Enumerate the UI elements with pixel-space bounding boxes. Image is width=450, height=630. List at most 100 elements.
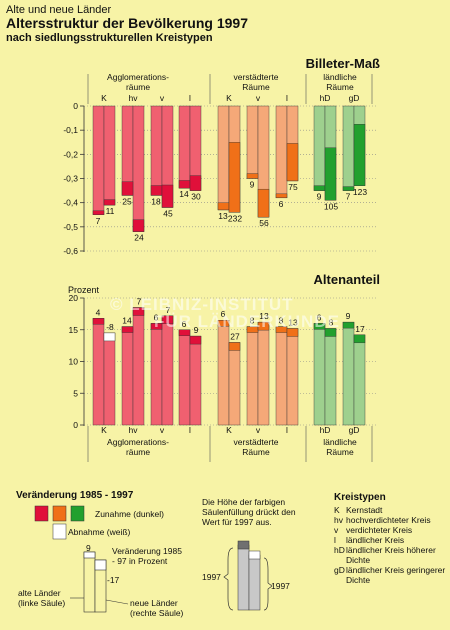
billeter-category-label: hD	[320, 93, 331, 103]
altenanteil-change-neu-label: 7	[166, 305, 171, 315]
billeter-category-label: K	[101, 93, 107, 103]
kreistyp-code: v	[334, 525, 339, 535]
billeter-bar-alt-change	[150, 185, 163, 196]
billeter-category-label: l	[189, 93, 191, 103]
billeter-tick-label: -0,5	[63, 222, 78, 232]
billeter-group-agglo-2: räume	[126, 82, 150, 92]
altenanteil-tick-label: 15	[69, 325, 79, 335]
billeter-bar-alt	[150, 105, 163, 196]
billeter-tick-label: -0,4	[63, 198, 78, 208]
legend-kreistypen-list: K Kernstadt hv hochverdichteter Kreis v verdi…	[334, 505, 446, 585]
altenanteil-bar-neu-change	[257, 321, 270, 331]
legend-example-alt-cap	[83, 551, 96, 559]
kreistyp-code: gD	[334, 565, 345, 575]
altenanteil-bar-neu	[257, 321, 270, 426]
billeter-bar-alt	[342, 105, 355, 191]
watermark-line-2: FÜR LÄNDERKUNDE	[154, 312, 340, 331]
legend-year-right: 1997	[271, 581, 290, 591]
billeter-bar-neu	[132, 105, 145, 232]
altenanteil-bar-neu	[286, 328, 299, 426]
altenanteil-bar-alt-change	[121, 326, 134, 333]
billeter-category-label: l	[286, 93, 288, 103]
legend-zunahme-swatch	[52, 505, 67, 522]
billeter-change-alt-label: 13	[218, 211, 228, 221]
billeter-title: Billeter-Maß	[306, 56, 380, 71]
billeter-bar-neu-change	[324, 147, 337, 201]
altenanteil-bar-neu-change	[132, 307, 145, 316]
billeter-change-neu-label: 11	[106, 206, 115, 216]
billeter-bar-neu	[103, 105, 116, 206]
kreistyp-code: l	[334, 535, 336, 545]
billeter-group-verst-1: verstädterte	[234, 72, 279, 82]
altenanteil-change-alt-label: 8	[250, 316, 255, 326]
altenanteil-change-alt-label: 4	[96, 307, 101, 317]
altenanteil-bar-alt	[178, 329, 191, 426]
legend-change-title: Veränderung 1985 - 1997	[16, 490, 134, 501]
billeter-change-neu-label: 75	[288, 182, 298, 192]
billeter-tick-label: -0,2	[63, 149, 78, 159]
altenanteil-change-neu-label: 13	[259, 311, 269, 321]
kreistyp-text: ländlicher Kreis geringerer Dichte	[346, 565, 446, 585]
altenanteil-bar-alt	[246, 326, 259, 426]
billeter-change-neu-label: 123	[353, 187, 367, 197]
altenanteil-bar-alt-change	[150, 323, 163, 330]
altenanteil-change-alt-label: 6	[317, 312, 322, 322]
billeter-change-neu-label: 56	[259, 218, 269, 228]
billeter-change-neu-label: 232	[228, 213, 242, 223]
watermark: © LEIBNIZ-INSTITUT FÜR LÄNDERKUNDE	[110, 296, 340, 330]
billeter-group-laendl-2: Räume	[326, 82, 354, 92]
altenanteil-category-label: K	[101, 425, 107, 435]
billeter-bar-alt-change	[178, 180, 191, 189]
billeter-change-alt-label: 14	[179, 189, 189, 199]
billeter-category-label: v	[160, 93, 165, 103]
billeter-change-alt-label: 25	[122, 196, 132, 206]
billeter-change-alt-label: 6	[279, 199, 284, 209]
billeter-bar-alt-change	[313, 185, 326, 191]
billeter-bar-alt-change	[121, 181, 134, 196]
legend-zunahme-swatch	[34, 505, 49, 522]
legend-example-alt-bar	[83, 551, 96, 613]
legend-zunahme: Zunahme (dunkel)	[95, 509, 164, 519]
kreistyp-item: gD ländlicher Kreis geringerer Dichte	[334, 565, 446, 585]
billeter-bar-alt	[275, 105, 288, 199]
kreistyp-text: ländlicher Kreis höherer Dichte	[346, 545, 436, 565]
billeter-tick-label: -0,6	[63, 246, 78, 256]
billeter-bar-alt-change	[217, 202, 230, 211]
header-subtitle2: nach siedlungsstrukturellen Kreistypen	[6, 32, 213, 44]
altenanteil-category-label: gD	[349, 425, 360, 435]
kreistyp-item: hv hochverdichteter Kreis	[334, 515, 446, 525]
billeter-bar-alt	[217, 105, 230, 211]
altenanteil-category-label: hD	[320, 425, 331, 435]
billeter-bar-alt	[178, 105, 191, 189]
altenanteil-tick-label: 10	[69, 357, 79, 367]
altenanteil-tick-label: 20	[69, 293, 79, 303]
legend-year-left: 1997	[202, 572, 221, 582]
altenanteil-change-neu-label: 9	[194, 325, 199, 335]
legend-gray-cap-left	[237, 540, 250, 550]
altenanteil-change-alt-label: 9	[346, 311, 351, 321]
altenanteil-bar-neu-change	[286, 328, 299, 337]
altenanteil-tick-label: 5	[73, 388, 78, 398]
billeter-change-alt-label: 9	[317, 192, 322, 202]
altenanteil-bar-neu-change	[228, 342, 241, 351]
altenanteil-change-neu-label: 17	[355, 324, 365, 334]
altenanteil-change-neu-label: 27	[230, 331, 240, 341]
legend-alte-laender: alte Länder (linke Säule)	[18, 588, 66, 608]
altenanteil-bar-alt	[275, 326, 288, 426]
altenanteil-change-alt-label: 14	[122, 316, 132, 326]
altenanteil-bar-neu	[353, 334, 366, 426]
billeter-bar-neu-change	[353, 124, 366, 186]
altenanteil-bar-alt	[92, 318, 105, 426]
billeter-bar-neu-change	[257, 188, 270, 218]
altenanteil-bar-neu	[189, 335, 202, 426]
kreistyp-code: K	[334, 505, 340, 515]
billeter-category-label: hv	[129, 93, 139, 103]
billeter-bar-alt	[246, 105, 259, 179]
billeter-bar-neu-change	[189, 175, 202, 191]
altenanteil-bar-neu-change	[189, 335, 202, 345]
legend-zunahme-swatch	[70, 505, 85, 522]
billeter-change-neu-label: 30	[191, 192, 201, 202]
altenanteil-bar-alt-change	[342, 321, 355, 329]
kreistyp-code: hD	[334, 545, 345, 555]
